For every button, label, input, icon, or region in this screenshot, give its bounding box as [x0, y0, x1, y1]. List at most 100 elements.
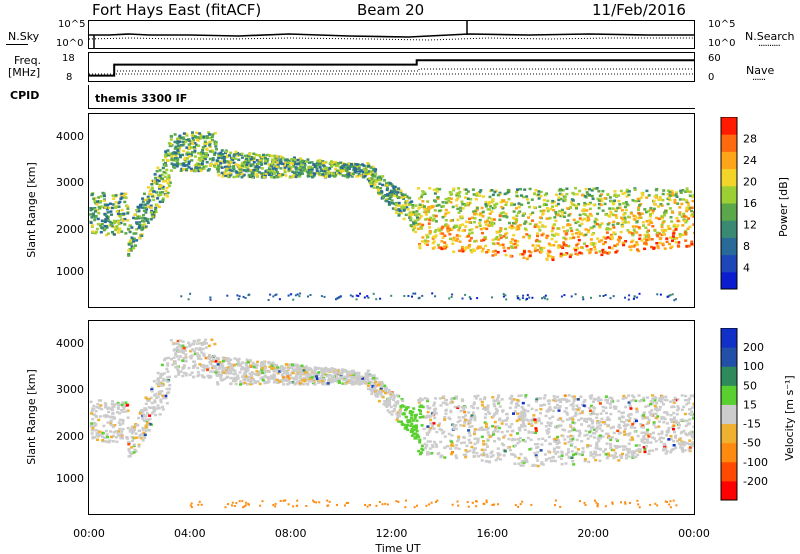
velocity-echo-cell — [331, 379, 335, 382]
velocity-echo-cell — [184, 353, 188, 356]
velocity-echo-cell — [450, 452, 453, 456]
velocity-echo-cell — [552, 395, 556, 398]
power-echo-cell — [418, 203, 422, 206]
velocity-echo-cell — [494, 458, 498, 462]
power-echo-cell — [690, 240, 694, 243]
velocity-echo-cell — [392, 395, 396, 399]
power-echo-cell — [490, 217, 494, 221]
power-echo-cell — [582, 208, 586, 211]
velocity-echo-cell — [292, 377, 296, 381]
velocity-echo-cell — [157, 381, 161, 384]
power-echo-cell — [484, 200, 488, 204]
power-echo-cell — [625, 190, 629, 193]
power-near-range-cell — [505, 298, 508, 301]
velocity-echo-cell — [679, 437, 683, 440]
power-echo-cell — [193, 135, 197, 138]
power-echo-cell — [490, 189, 494, 192]
power-echo-cell — [165, 195, 169, 198]
power-echo-cell — [275, 161, 279, 164]
velocity-echo-cell — [583, 459, 587, 463]
velocity-echo-cell — [230, 367, 234, 370]
velocity-echo-cell — [571, 453, 575, 457]
power-near-range-cell — [502, 293, 505, 295]
power-echo-cell — [508, 226, 512, 229]
velocity-echo-cell — [164, 379, 168, 382]
velocity-echo-cell — [148, 422, 152, 426]
velocity-echo-cell — [143, 407, 147, 410]
velocity-echo-cell — [642, 411, 646, 414]
velocity-echo-cell — [669, 437, 673, 441]
power-echo-cell — [617, 235, 621, 239]
velocity-echo-cell — [690, 410, 694, 414]
power-echo-cell — [175, 165, 179, 168]
freq-panel — [88, 52, 695, 82]
velocity-echo-cell — [627, 451, 631, 455]
power-echo-cell — [279, 155, 283, 158]
velocity-echo-cell — [644, 433, 648, 436]
nsky-tick-bottom: 10^0 — [56, 38, 84, 49]
velocity-echo-cell — [90, 432, 94, 435]
velocity-echo-cell — [494, 399, 497, 403]
velocity-echo-cell — [647, 404, 651, 407]
velocity-echo-cell — [369, 380, 373, 384]
power-echo-cell — [425, 233, 429, 237]
velocity-echo-cell — [157, 384, 161, 388]
power-echo-cell — [420, 193, 424, 197]
power-echo-cell — [542, 246, 546, 250]
velocity-echo-cell — [494, 427, 498, 430]
velocity-echo-cell — [523, 440, 527, 443]
power-echo-cell — [688, 206, 692, 210]
power-echo-cell — [678, 213, 682, 216]
power-echo-cell — [476, 247, 480, 250]
velocity-echo-cell — [571, 395, 575, 398]
power-echo-cell — [647, 194, 651, 197]
velocity-echo-cell — [311, 378, 314, 381]
power-echo-cell — [576, 220, 580, 224]
power-echo-cell — [554, 204, 558, 207]
power-echo-cell — [468, 239, 472, 242]
velocity-echo-cell — [632, 450, 636, 453]
velocity-echo-cell — [523, 424, 527, 428]
velocity-echo-cell — [502, 436, 506, 439]
velocity-echo-cell — [162, 377, 166, 381]
power-echo-cell — [660, 215, 664, 218]
velocity-echo-cell — [215, 356, 219, 360]
velocity-echo-cell — [662, 420, 666, 424]
velocity-echo-cell — [661, 436, 665, 440]
velocity-echo-cell — [507, 437, 511, 441]
power-echo-cell — [586, 230, 590, 234]
velocity-echo-cell — [121, 401, 125, 404]
power-echo-cell — [588, 207, 592, 211]
velocity-echo-cell — [133, 426, 137, 429]
power-echo-cell — [301, 161, 305, 164]
power-echo-cell — [308, 171, 311, 175]
power-echo-cell — [145, 208, 148, 211]
velocity-echo-cell — [122, 403, 126, 407]
power-echo-cell — [583, 195, 587, 198]
power-echo-cell — [428, 230, 432, 234]
power-echo-cell — [184, 160, 188, 163]
power-echo-cell — [499, 201, 503, 204]
velocity-echo-cell — [211, 366, 215, 370]
power-near-range-cell — [366, 295, 369, 298]
velocity-echo-cell — [483, 421, 487, 424]
power-echo-cell — [583, 242, 586, 245]
power-echo-cell — [378, 177, 382, 180]
power-near-range-cell — [187, 298, 190, 301]
power-echo-cell — [561, 226, 565, 229]
power-echo-cell — [551, 199, 555, 203]
power-echo-cell — [537, 193, 541, 196]
velocity-echo-cell — [639, 399, 643, 402]
velocity-echo-cell — [620, 454, 623, 458]
power-echo-cell — [149, 218, 153, 221]
power-echo-cell — [627, 215, 630, 219]
velocity-echo-cell — [651, 436, 655, 439]
power-echo-cell — [174, 155, 178, 158]
power-echo-cell — [575, 228, 579, 232]
power-echo-cell — [282, 164, 286, 167]
velocity-panel — [88, 320, 697, 515]
power-echo-cell — [443, 247, 447, 250]
power-echo-cell — [156, 204, 159, 207]
velocity-echo-cell — [680, 408, 684, 411]
velocity-echo-cell — [575, 438, 579, 442]
